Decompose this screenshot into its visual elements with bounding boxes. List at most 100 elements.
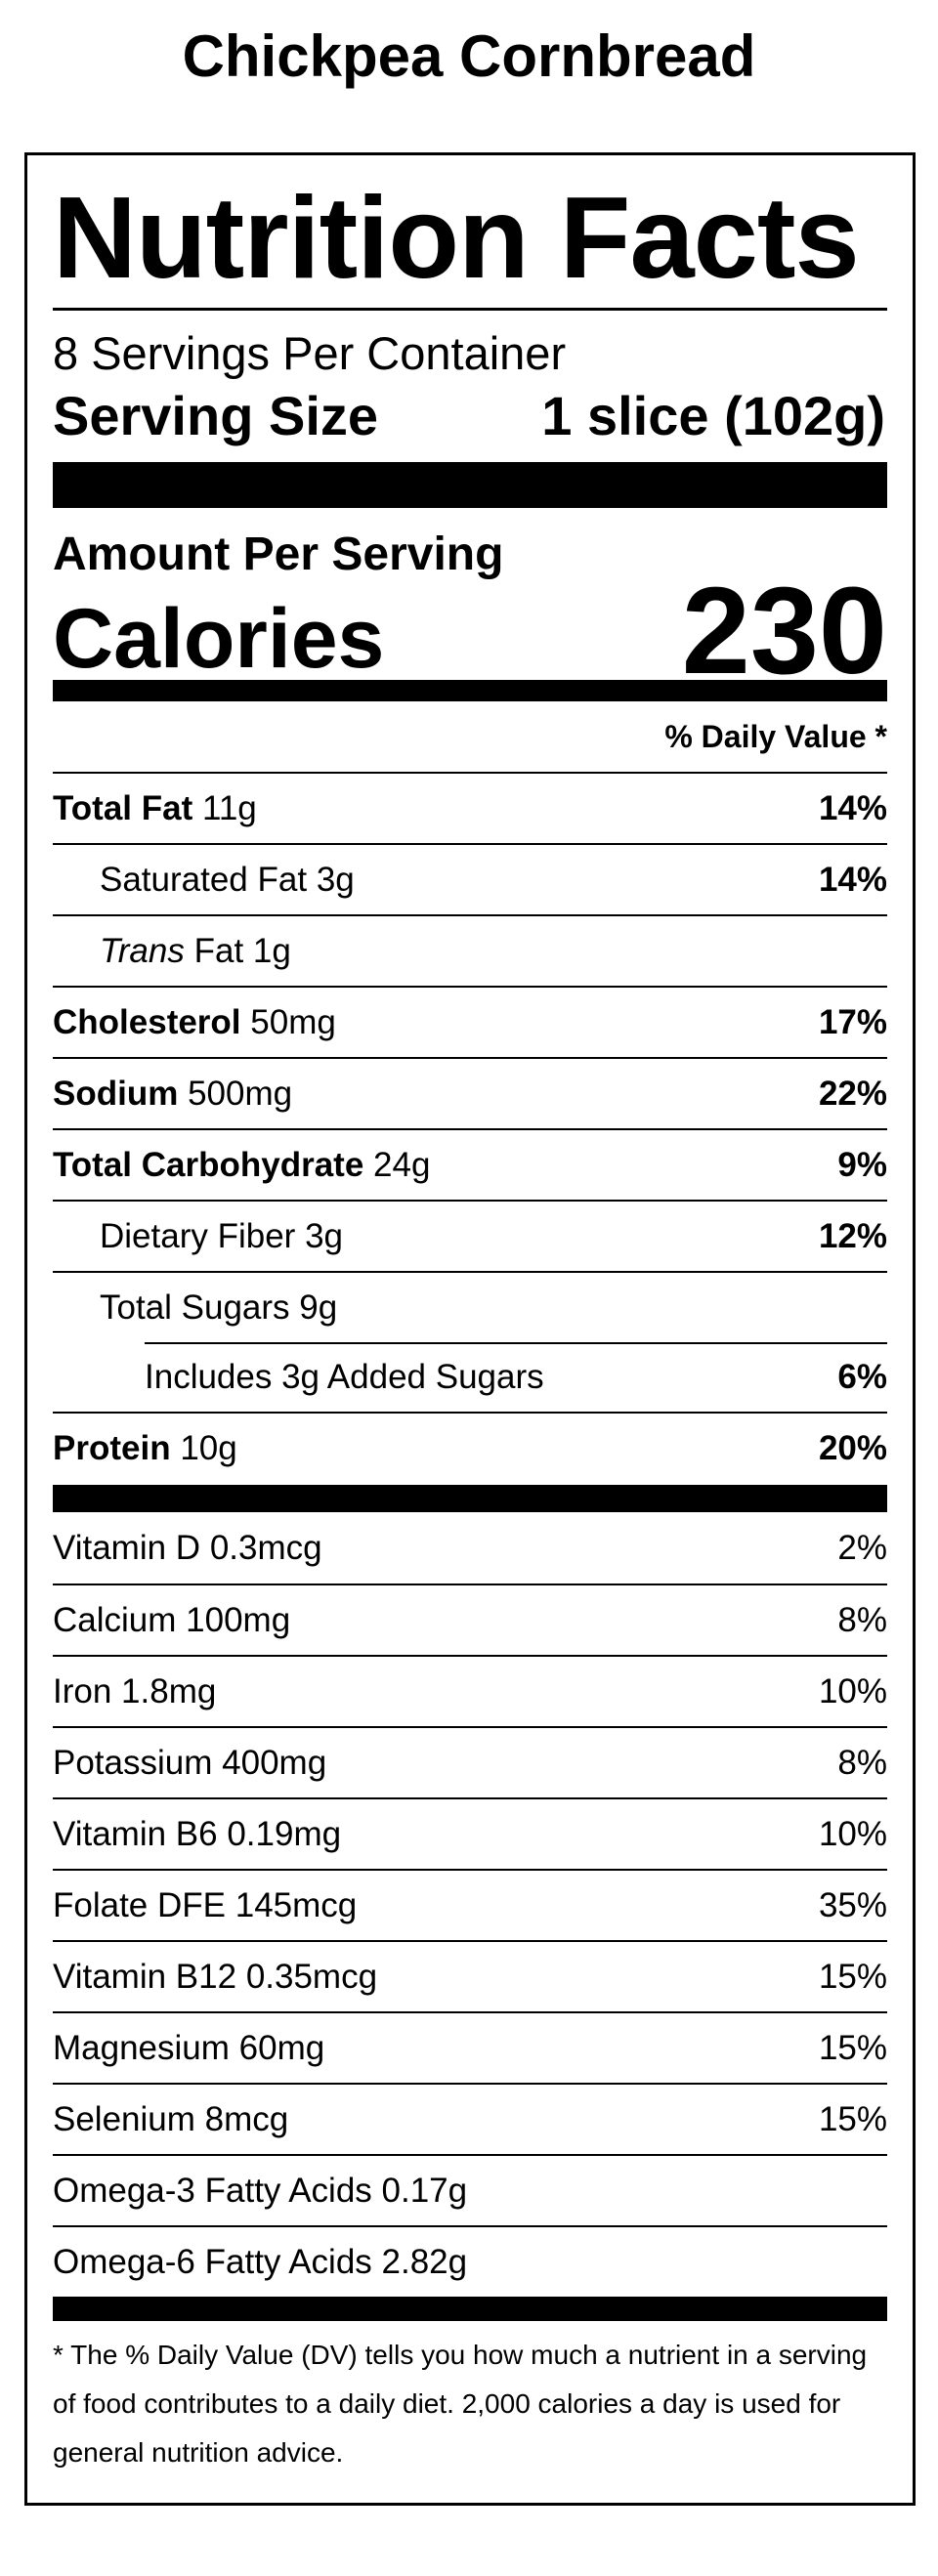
divider-bar: [53, 462, 887, 508]
vitamin-dv: 2%: [837, 1528, 887, 1567]
nutrient-dv: 17%: [818, 1002, 887, 1041]
vitamin-row: Vitamin B6 0.19mg 10%: [53, 1797, 887, 1869]
nutrient-row: Sodium 500mg 22%: [53, 1057, 887, 1128]
nutrient-name: Fat: [193, 931, 244, 970]
nutrient-amount: 9g: [299, 1288, 338, 1327]
vitamin-name: Omega-3 Fatty Acids: [53, 2171, 372, 2210]
vitamin-name: Vitamin D: [53, 1528, 201, 1567]
vitamin-text: Folate DFE 145mcg: [53, 1886, 357, 1925]
vitamin-dv: 15%: [818, 2028, 887, 2067]
daily-value-header: % Daily Value *: [664, 719, 887, 754]
serving-size-row: Serving Size 1 slice (102g): [53, 383, 887, 449]
vitamin-amount: 100mg: [186, 1600, 291, 1639]
vitamin-amount: 1.8mg: [121, 1671, 217, 1710]
nutrient-row: Cholesterol 50mg 17%: [53, 986, 887, 1057]
serving-size: 1 slice (102g): [541, 385, 885, 446]
vitamin-dv: 10%: [818, 1814, 887, 1853]
vitamin-amount: 0.35mcg: [245, 1957, 378, 1996]
nutrient-amount: 50mg: [250, 1002, 336, 1041]
serving-size-label: Serving Size: [53, 385, 379, 446]
vitamin-name: Folate DFE: [53, 1885, 226, 1924]
nutrient-name: Total Carbohydrate: [53, 1145, 364, 1184]
vitamin-text: Vitamin B6 0.19mg: [53, 1815, 341, 1854]
vitamin-list: Vitamin D 0.3mcg 2% Calcium 100mg 8% Iron 1.…: [53, 1512, 887, 2297]
vitamin-amount: 0.3mcg: [209, 1528, 322, 1567]
vitamin-name: Calcium: [53, 1600, 177, 1639]
vitamin-row: Folate DFE 145mcg 35%: [53, 1869, 887, 1940]
vitamin-dv: 15%: [818, 2099, 887, 2138]
nutrient-name: Sodium: [53, 1074, 179, 1113]
vitamin-dv: 8%: [837, 1600, 887, 1639]
vitamin-text: Potassium 400mg: [53, 1744, 326, 1783]
calories-value: 230: [681, 562, 887, 699]
nutrient-row: Total Carbohydrate 24g 9%: [53, 1128, 887, 1200]
vitamin-row: Omega-6 Fatty Acids 2.82g: [53, 2225, 887, 2297]
vitamin-amount: 2.82g: [381, 2242, 468, 2281]
vitamin-dv: 35%: [818, 1885, 887, 1924]
nutrient-name-italic: Trans: [100, 931, 185, 970]
nutrient-row: Dietary Fiber 3g 12%: [53, 1200, 887, 1271]
recipe-title: Chickpea Cornbread: [182, 23, 756, 89]
nutrient-dv: 9%: [837, 1145, 887, 1184]
nutrient-name: Cholesterol: [53, 1002, 241, 1041]
nutrition-label: Nutrition Facts 8 Servings Per Container…: [24, 152, 916, 2506]
nutrient-name: Saturated Fat: [100, 860, 308, 899]
vitamin-text: Iron 1.8mg: [53, 1672, 216, 1711]
nutrient-name: Protein: [53, 1428, 171, 1467]
nutrient-dv: 12%: [818, 1216, 887, 1255]
divider-bar: [53, 2297, 887, 2321]
vitamin-row: Magnesium 60mg 15%: [53, 2011, 887, 2083]
nutrient-name: Total Fat: [53, 788, 193, 827]
vitamin-name: Vitamin B6: [53, 1814, 218, 1853]
nutrient-amount: 1g: [252, 931, 291, 970]
nutrient-dv: 22%: [818, 1074, 887, 1113]
vitamin-text: Omega-3 Fatty Acids 0.17g: [53, 2172, 467, 2211]
nutrient-amount: 500mg: [188, 1074, 293, 1113]
label-heading: Nutrition Facts: [53, 155, 887, 311]
vitamin-row: Omega-3 Fatty Acids 0.17g: [53, 2154, 887, 2225]
nutrient-amount: 3g: [316, 860, 355, 899]
vitamin-amount: 145mcg: [234, 1885, 358, 1924]
calories-label: Calories: [53, 592, 385, 686]
vitamin-name: Vitamin B12: [53, 1957, 237, 1996]
vitamin-amount: 60mg: [238, 2028, 325, 2067]
vitamin-amount: 0.19mg: [227, 1814, 342, 1853]
nutrient-name: Dietary Fiber: [100, 1216, 296, 1255]
vitamin-amount: 0.17g: [381, 2171, 468, 2210]
vitamin-row: Vitamin B12 0.35mcg 15%: [53, 1940, 887, 2011]
nutrient-row: Total Sugars 9g: [53, 1271, 887, 1342]
vitamin-dv: 10%: [818, 1671, 887, 1710]
nutrient-row: Includes 3g Added Sugars 6%: [53, 1342, 887, 1412]
vitamin-text: Calcium 100mg: [53, 1601, 290, 1640]
nutrient-amount: 3g: [305, 1216, 343, 1255]
nutrient-row: Saturated Fat 3g 14%: [53, 843, 887, 914]
vitamin-row: Potassium 400mg 8%: [53, 1726, 887, 1797]
vitamin-amount: 400mg: [222, 1743, 327, 1782]
nutrient-amount: 10g: [180, 1428, 237, 1467]
vitamin-text: Vitamin D 0.3mcg: [53, 1529, 322, 1568]
nutrient-amount: 24g: [373, 1145, 431, 1184]
divider-bar: [53, 680, 887, 701]
vitamin-dv: 15%: [818, 1957, 887, 1996]
vitamin-text: Selenium 8mcg: [53, 2100, 288, 2139]
vitamin-name: Potassium: [53, 1743, 213, 1782]
vitamin-amount: 8mcg: [204, 2099, 289, 2138]
vitamin-row: Iron 1.8mg 10%: [53, 1655, 887, 1726]
amount-per-serving: Amount Per Serving: [53, 528, 504, 580]
vitamin-dv: 8%: [837, 1743, 887, 1782]
vitamin-row: Selenium 8mcg 15%: [53, 2083, 887, 2154]
vitamin-name: Omega-6 Fatty Acids: [53, 2242, 372, 2281]
nutrient-dv: 20%: [818, 1428, 887, 1467]
vitamin-row: Vitamin D 0.3mcg 2%: [53, 1512, 887, 1584]
nutrient-dv: 14%: [818, 860, 887, 899]
footnote: * The % Daily Value (DV) tells you how m…: [53, 2340, 868, 2468]
vitamin-text: Omega-6 Fatty Acids 2.82g: [53, 2243, 467, 2282]
nutrient-name: Includes 3g Added Sugars: [145, 1357, 544, 1396]
calories-block: Amount Per Serving Calories 230: [53, 508, 887, 699]
servings: 8 Servings Per Container: [53, 327, 567, 379]
vitamin-text: Magnesium 60mg: [53, 2029, 324, 2068]
nutrient-row: Total Fat 11g 14%: [53, 772, 887, 843]
vitamin-name: Iron: [53, 1671, 112, 1710]
nutrient-row: Protein 10g 20%: [53, 1412, 887, 1483]
